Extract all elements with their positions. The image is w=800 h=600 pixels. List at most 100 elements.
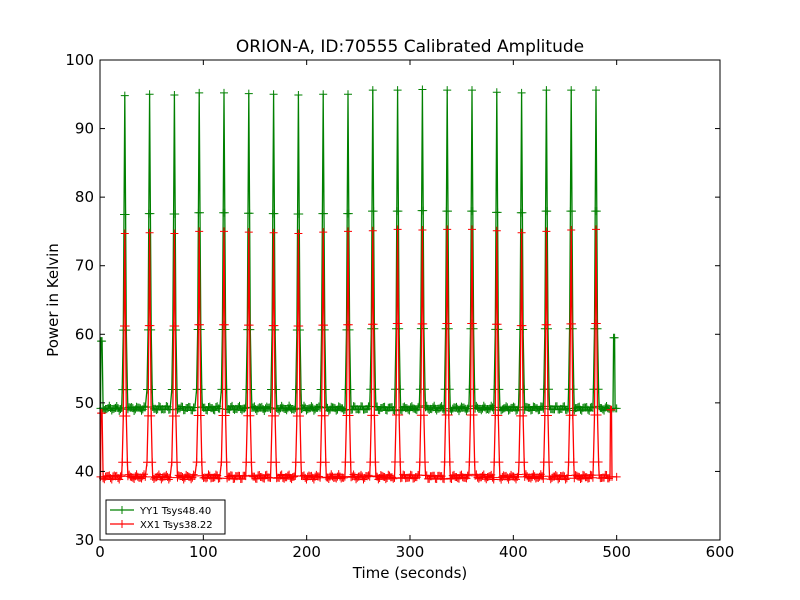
data-point-marker [121,321,130,330]
data-point-marker [610,333,619,342]
data-point-marker [492,226,501,235]
data-point-marker [488,473,497,482]
data-point-marker [369,207,378,216]
data-point-marker [319,228,328,237]
data-point-marker [244,89,253,98]
data-point-marker [344,90,352,99]
data-point-marker [137,406,146,415]
data-point-marker [447,475,456,483]
data-point-marker [321,385,330,394]
data-point-marker [576,475,585,484]
data-point-marker [270,209,279,218]
data-point-marker [319,90,328,99]
data-point-marker [266,404,275,413]
y-tick-label: 70 [75,257,94,275]
legend-entry: XX1 Tsys38.22 [140,520,213,531]
data-point-marker [148,458,157,467]
data-point-marker [321,458,330,467]
x-axis-label: Time (seconds) [352,564,468,582]
data-point-marker [220,227,228,236]
data-point-marker [543,411,552,420]
data-point-marker [291,404,300,413]
data-point-marker [519,411,528,420]
data-point-marker [195,320,204,329]
data-point-marker [393,225,402,234]
data-point-marker [443,207,452,216]
data-point-marker [272,458,281,467]
y-tick-label: 50 [75,394,94,412]
legend: YY1 Tsys48.40 XX1 Tsys38.22 [105,499,226,535]
data-point-marker [454,474,463,483]
data-point-marker [221,411,230,420]
data-point-marker [514,403,523,412]
data-point-marker [564,471,573,480]
data-point-marker [371,458,380,467]
data-point-marker [245,321,254,330]
data-point-marker [120,91,129,100]
data-point-marker [349,470,358,479]
data-point-marker [443,319,452,328]
data-point-marker [123,458,132,467]
data-point-marker [170,90,179,99]
data-point-marker [539,474,548,483]
data-point-marker [592,207,601,216]
data-point-marker [145,90,154,99]
data-point-marker [381,475,390,484]
data-point-marker [468,86,476,95]
data-point-marker [569,458,578,467]
data-point-marker [346,385,355,394]
data-point-marker [241,403,250,412]
data-point-marker [171,321,180,330]
data-point-marker [374,475,383,484]
data-point-marker [369,320,378,329]
data-point-marker [495,385,504,394]
data-point-marker [588,473,597,482]
data-point-marker [197,458,206,467]
data-point-marker [344,209,353,218]
data-point-marker [594,385,603,394]
data-point-marker [123,385,132,394]
x-tick-label: 300 [396,543,425,561]
data-point-marker [520,458,529,467]
data-point-marker [368,86,377,95]
legend-swatch-marker [118,520,126,528]
data-point-marker [190,471,199,480]
data-point-marker [245,209,254,218]
data-point-marker [493,320,502,329]
data-point-marker [172,385,181,394]
data-point-marker [269,90,278,99]
legend-box [105,499,226,535]
data-point-marker [543,207,552,216]
data-point-marker [607,405,616,414]
data-point-marker [592,225,600,234]
data-point-marker [146,321,155,330]
data-point-marker [492,88,501,97]
series-markers-1 [96,225,621,484]
data-point-marker [247,385,256,394]
data-point-marker [612,472,621,481]
data-point-marker [307,402,316,411]
data-point-marker [121,210,130,219]
data-point-marker [494,411,503,420]
data-point-marker [220,88,228,97]
data-point-marker [314,472,323,481]
data-point-marker [542,86,551,95]
data-point-marker [443,86,452,95]
data-point-marker [290,472,299,481]
data-point-marker [468,207,477,216]
data-point-marker [594,458,603,467]
data-point-marker [189,470,198,479]
data-point-marker [210,406,219,415]
data-point-marker [394,207,403,216]
x-tick-label: 100 [189,543,218,561]
data-point-marker [468,225,476,234]
data-point-marker [445,385,454,394]
data-point-marker [517,88,526,97]
data-point-marker [593,411,602,420]
data-point-marker [567,226,576,235]
data-point-marker [117,471,126,479]
data-point-marker [389,474,398,483]
data-point-marker [295,412,304,421]
data-point-marker [371,385,380,394]
